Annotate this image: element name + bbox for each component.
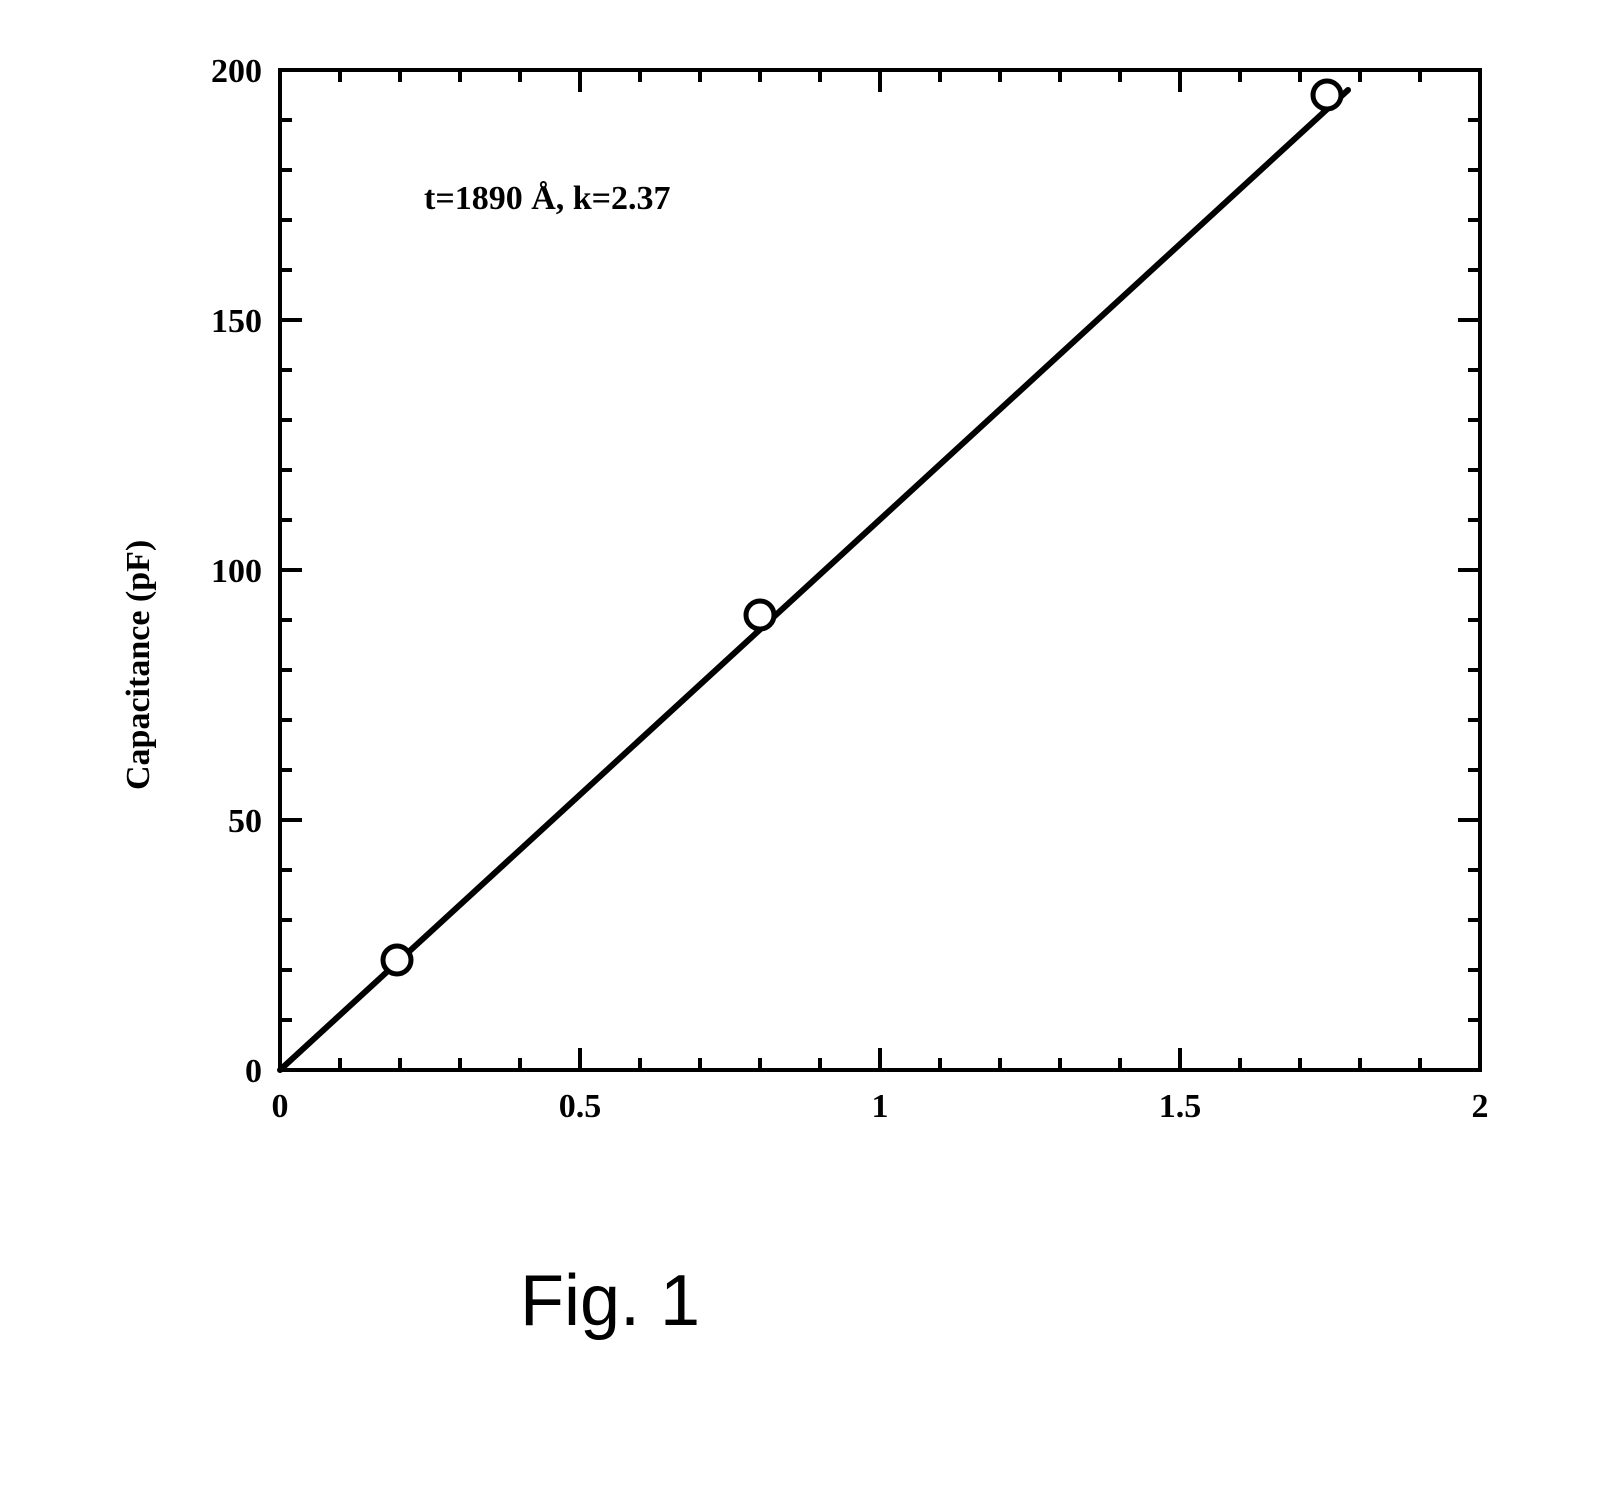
x-tick-label: 1 [840,1088,920,1126]
x-tick-label: 2 [1440,1088,1520,1126]
y-tick-label: 100 [162,553,262,591]
y-tick-label: 50 [162,803,262,841]
figure-caption: Fig. 1 [520,1260,700,1342]
chart-annotation: t=1890 Å, k=2.37 [424,180,671,218]
chart-container: Capacitance (pF) t=1890 Å, k=2.37 0 0.5 1 1… [80,40,1520,1165]
y-tick-label: 0 [162,1053,262,1091]
page: Capacitance (pF) t=1890 Å, k=2.37 0 0.5 1 1… [0,0,1612,1509]
x-tick-label: 0 [240,1088,320,1126]
x-tick-label: 0.5 [540,1088,620,1126]
y-tick-label: 200 [162,53,262,91]
y-axis-label: Capacitance (pF) [120,540,158,790]
y-tick-label: 150 [162,303,262,341]
scatter-chart [80,40,1520,1160]
x-tick-label: 1.5 [1140,1088,1220,1126]
